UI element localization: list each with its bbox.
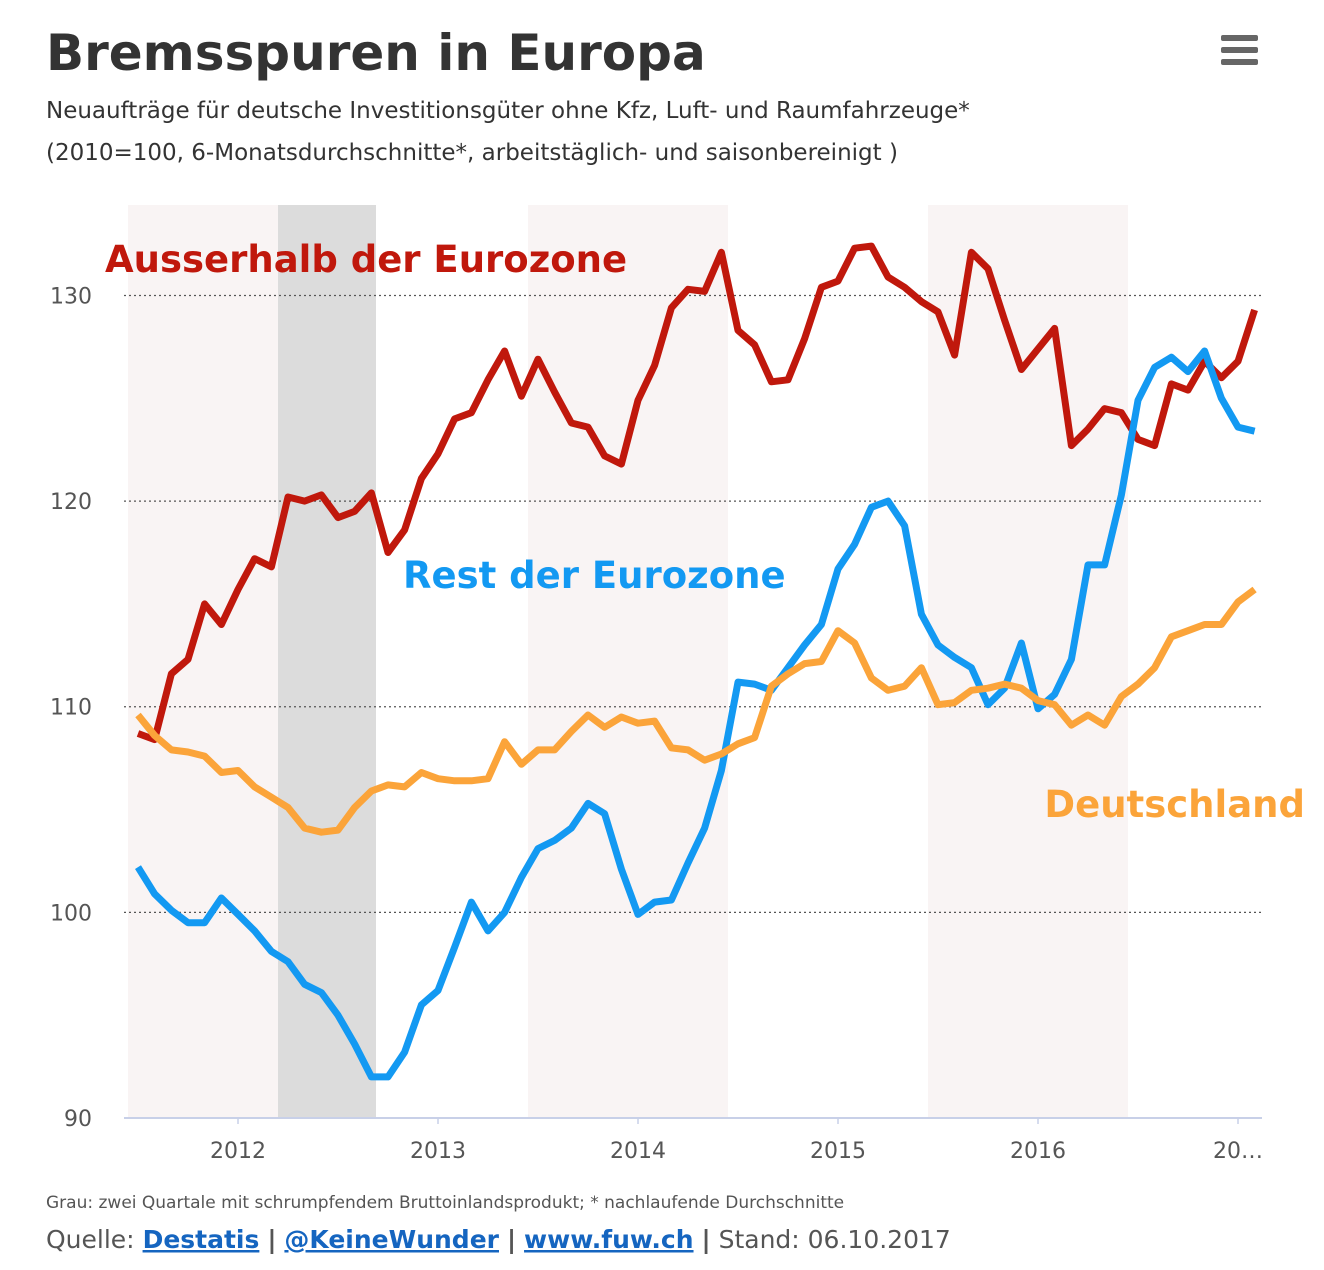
y-tick-label: 120 xyxy=(50,490,92,515)
y-tick-label: 130 xyxy=(50,284,92,309)
x-tick-label: 2015 xyxy=(810,1139,866,1164)
series-label: Deutschland xyxy=(1044,783,1305,826)
menu-bar[interactable] xyxy=(1221,35,1258,41)
series-label: Ausserhalb der Eurozone xyxy=(105,238,627,281)
x-tick-label: 20… xyxy=(1213,1139,1263,1164)
menu-bar[interactable] xyxy=(1221,47,1258,53)
series-line xyxy=(136,242,1258,744)
x-tick-label: 2016 xyxy=(1010,1139,1066,1164)
x-tick-label: 2012 xyxy=(210,1139,266,1164)
separator: | xyxy=(267,1225,276,1254)
footnote: Grau: zwei Quartale mit schrumpfendem Br… xyxy=(46,1193,844,1213)
stand-date: Stand: 06.10.2017 xyxy=(719,1225,951,1254)
y-tick-label: 90 xyxy=(64,1107,92,1132)
separator: | xyxy=(507,1225,516,1254)
series-line xyxy=(135,347,1256,1081)
source-link[interactable]: @KeineWunder xyxy=(284,1225,499,1254)
chart-title: Bremsspuren in Europa xyxy=(46,24,706,82)
subtitle: (2010=100, 6-Monatsdurchschnitte*, arbei… xyxy=(46,140,898,166)
series-label: Rest der Eurozone xyxy=(403,554,786,597)
plot-area: 90 100 110 120 130 2012 2013 2014 2015 2016 20… Aus… xyxy=(50,205,1305,1164)
source-link[interactable]: Destatis xyxy=(143,1225,260,1254)
series-line xyxy=(135,586,1257,836)
menu-button[interactable] xyxy=(1221,35,1258,65)
x-tick-label: 2013 xyxy=(410,1139,466,1164)
x-tick-label: 2014 xyxy=(610,1139,666,1164)
source-label: Quelle: xyxy=(46,1225,135,1254)
menu-bar[interactable] xyxy=(1221,59,1258,65)
y-tick-label: 100 xyxy=(50,901,92,926)
recession-band xyxy=(278,205,376,1118)
separator: | xyxy=(701,1225,710,1254)
subtitle: Neuaufträge für deutsche Investitionsgüt… xyxy=(46,98,970,124)
y-tick-label: 110 xyxy=(50,696,92,721)
source-link[interactable]: www.fuw.ch xyxy=(524,1225,693,1254)
source-line: Quelle: Destatis | @KeineWunder | www.fu… xyxy=(46,1225,951,1254)
alternate-band xyxy=(528,205,728,1118)
